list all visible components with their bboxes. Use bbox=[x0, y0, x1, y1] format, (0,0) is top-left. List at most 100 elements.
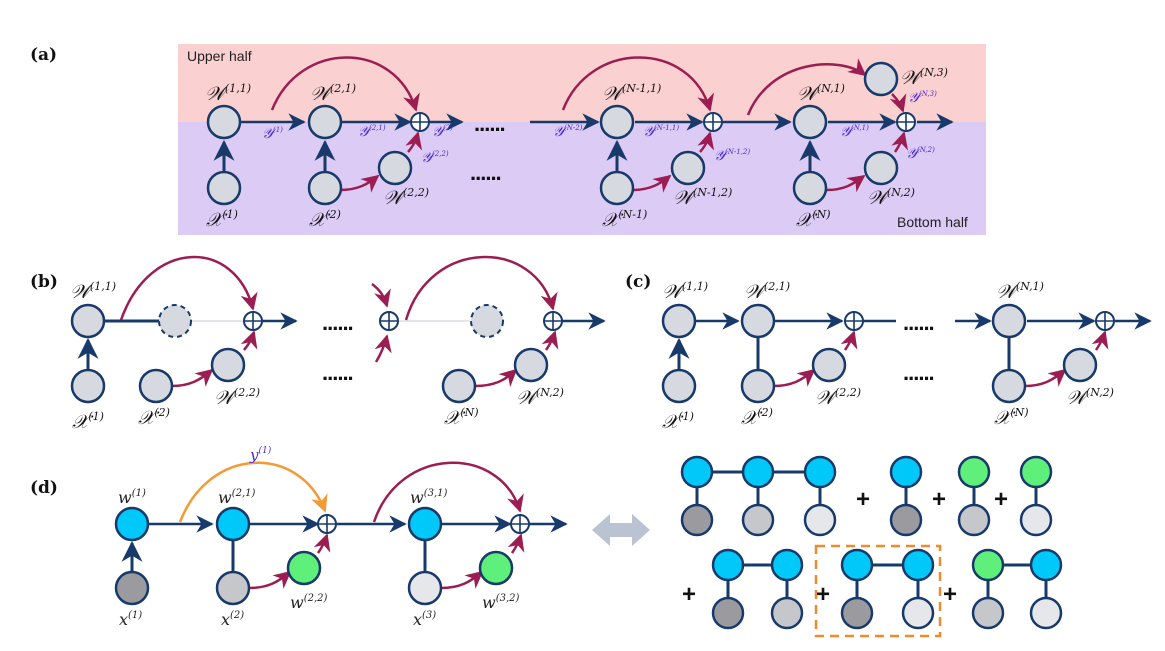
node-a-X1 bbox=[206, 170, 242, 206]
edge-b-in-bottom bbox=[374, 334, 392, 363]
node-b-dropped-2 bbox=[470, 304, 504, 338]
edge-a-r7 bbox=[889, 93, 907, 113]
label-W22: 𝒲(2,2) bbox=[383, 186, 429, 209]
label-b-X2: 𝒳(2) bbox=[138, 406, 170, 429]
node-a-W22 bbox=[377, 150, 413, 186]
panel-a: (a) Upper half Bottom half bbox=[30, 44, 986, 235]
label-c-WN1: 𝒲(N,1) bbox=[996, 280, 1044, 303]
panel-c: (c) ...... bbox=[625, 272, 1152, 433]
plus-sign: + bbox=[816, 581, 830, 608]
node-blue bbox=[770, 548, 804, 582]
label-WN3: 𝒲(N,3) bbox=[900, 66, 948, 89]
edge-d-r4 bbox=[507, 533, 525, 554]
node-b-W11 bbox=[70, 303, 106, 339]
label-d-w31: w(3,1) bbox=[410, 488, 448, 507]
node-blue bbox=[889, 455, 923, 489]
node-gray-dark bbox=[889, 503, 923, 537]
node-gray-mid bbox=[770, 596, 804, 630]
edge-a-r4 bbox=[405, 131, 423, 153]
node-d-w21 bbox=[215, 506, 251, 542]
skip-curve-a-3 bbox=[746, 58, 867, 116]
node-a-W21 bbox=[307, 104, 343, 140]
label-WN12: 𝒲(N-1,2) bbox=[673, 186, 732, 209]
plus-sign: + bbox=[994, 486, 1008, 513]
node-gray-mid bbox=[741, 503, 775, 537]
edge-d-r2 bbox=[313, 533, 331, 554]
node-green bbox=[971, 548, 1005, 582]
node-green bbox=[957, 455, 991, 489]
node-c-X2 bbox=[740, 368, 776, 404]
edge-b-r2 bbox=[240, 330, 258, 351]
edge-c-r1 bbox=[773, 368, 816, 388]
node-c-XN bbox=[991, 368, 1027, 404]
ellipsis-c-bottom: ...... bbox=[903, 360, 934, 385]
node-c-W22 bbox=[811, 347, 847, 383]
node-gray-light bbox=[1029, 596, 1063, 630]
bottom-half-label: Bottom half bbox=[897, 214, 968, 230]
label-W11: 𝒲(1,1) bbox=[205, 82, 251, 105]
node-b-X1 bbox=[70, 368, 106, 404]
bidirectional-arrow-icon bbox=[592, 514, 650, 546]
node-green bbox=[1019, 455, 1053, 489]
node-gray-light bbox=[901, 596, 935, 630]
node-gray-dark bbox=[840, 596, 874, 630]
sum-node-cross bbox=[244, 312, 262, 330]
upper-half-bg bbox=[178, 44, 986, 122]
edge-a-r2 bbox=[631, 174, 672, 193]
sum-node-cross bbox=[411, 113, 429, 131]
label-WN11: 𝒲(N-1,1) bbox=[602, 82, 661, 105]
label-d-w21: w(2,1) bbox=[218, 488, 256, 507]
upper-half-label: Upper half bbox=[187, 48, 252, 64]
edge-b-r4 bbox=[541, 330, 559, 351]
sum-node-cross bbox=[845, 312, 863, 330]
label-b-XN: 𝒳(N) bbox=[444, 406, 479, 429]
plus-sign: + bbox=[943, 581, 957, 608]
node-a-WN2 bbox=[863, 150, 899, 186]
node-a-WN11 bbox=[599, 104, 635, 140]
label-b-WN2: 𝒲(N,2) bbox=[516, 386, 564, 409]
node-b-WN2 bbox=[513, 347, 549, 383]
node-c-WN1 bbox=[991, 303, 1027, 339]
node-c-W21 bbox=[740, 303, 776, 339]
plus-sign: + bbox=[682, 581, 696, 608]
sum-node-cross bbox=[1096, 312, 1114, 330]
panel-label-c: (c) bbox=[625, 272, 651, 292]
skip-curve-b-2 bbox=[404, 255, 558, 321]
edge-a-r6 bbox=[891, 131, 909, 153]
label-c-W11: 𝒲(1,1) bbox=[662, 280, 708, 303]
skip-curve-b-1 bbox=[119, 255, 258, 321]
node-d-w31 bbox=[407, 506, 443, 542]
sum-node-cross bbox=[380, 312, 398, 330]
node-gray-dark bbox=[711, 596, 745, 630]
edge-a-r1 bbox=[339, 174, 380, 193]
edge-c-r4 bbox=[1091, 330, 1109, 351]
ellipsis-b-bottom: ...... bbox=[322, 360, 353, 385]
edge-a-r5 bbox=[697, 131, 715, 153]
label-d-y1: 𝑦(1) bbox=[249, 445, 272, 464]
label-c-W22: 𝒲(2,2) bbox=[815, 386, 861, 409]
label-WN2: 𝒲(N,2) bbox=[867, 186, 915, 209]
panel-label-b: (b) bbox=[30, 272, 58, 292]
node-c-WN2 bbox=[1062, 347, 1098, 383]
node-gray-mid bbox=[971, 596, 1005, 630]
node-d-x3 bbox=[407, 570, 443, 606]
ellipsis-c-top: ...... bbox=[903, 310, 934, 335]
node-blue bbox=[741, 455, 775, 489]
label-W21: 𝒲(2,1) bbox=[310, 82, 356, 105]
node-d-x2 bbox=[215, 570, 251, 606]
label-d-w1: w(1) bbox=[118, 488, 146, 507]
sum-node-cross bbox=[897, 113, 915, 131]
skip-curve-d-red bbox=[372, 461, 524, 523]
label-c-X2: 𝒳(2) bbox=[741, 406, 773, 429]
panel-b: (b) bbox=[30, 255, 606, 433]
skip-curve-d-orange bbox=[178, 461, 328, 523]
bottom-half-bg bbox=[178, 122, 986, 235]
node-d-x1 bbox=[114, 570, 150, 606]
skip-curve-a-1 bbox=[270, 56, 420, 112]
node-blue bbox=[901, 548, 935, 582]
label-c-XN: 𝒳(N) bbox=[994, 406, 1029, 429]
node-gray-light bbox=[803, 503, 837, 537]
label-d-x2: x(2) bbox=[221, 610, 244, 629]
node-b-XN bbox=[441, 368, 477, 404]
